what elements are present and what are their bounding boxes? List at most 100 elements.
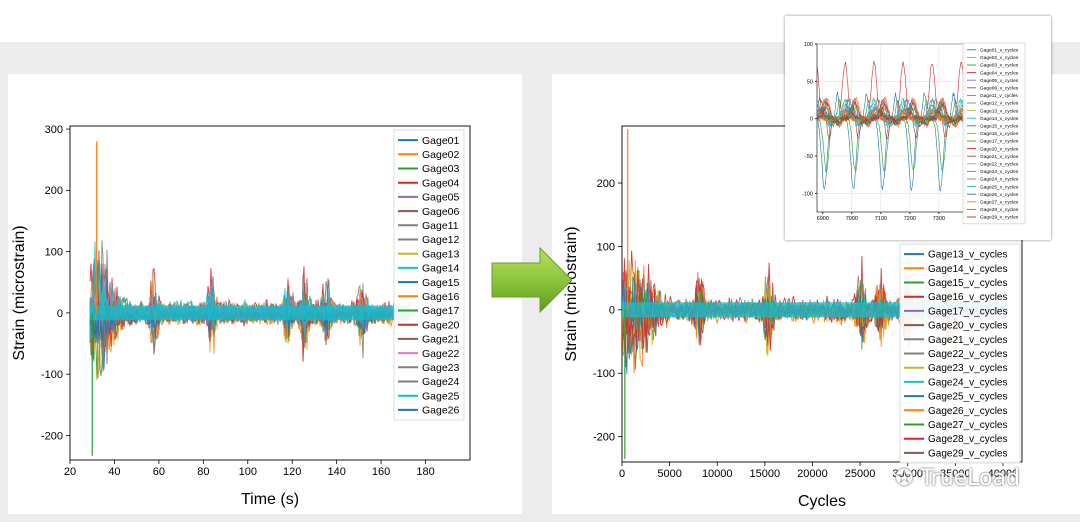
y-tick-label: 300 bbox=[45, 124, 63, 136]
legend-entry: Gage05 bbox=[422, 192, 460, 204]
x-tick-label: 20000 bbox=[797, 468, 828, 480]
y-tick-label: 0 bbox=[57, 308, 63, 320]
legend-entry: Gage29_v_cycles bbox=[928, 448, 1008, 459]
series-group bbox=[89, 141, 411, 456]
legend-entry: Gage17 bbox=[422, 305, 460, 317]
y-tick-label: 0 bbox=[609, 305, 615, 317]
legend-entry: Gage23_v_cycles bbox=[980, 169, 1019, 175]
x-tick-label: 60 bbox=[153, 466, 165, 478]
series-group bbox=[817, 61, 965, 192]
y-tick-label: -200 bbox=[41, 430, 63, 442]
series-line-23 bbox=[817, 101, 965, 127]
y-tick-label: 100 bbox=[45, 246, 63, 258]
legend-entry: Gage21_v_cycles bbox=[980, 154, 1019, 160]
y-tick-label: 0 bbox=[810, 117, 813, 123]
y-axis-title: Strain (microstrain) bbox=[11, 225, 28, 360]
plot-frame bbox=[816, 43, 966, 213]
y-tick-label: -100 bbox=[593, 368, 615, 380]
x-tick-label: 10000 bbox=[702, 468, 733, 480]
legend-entry: Gage25 bbox=[422, 390, 460, 402]
y-tick-label: 100 bbox=[804, 42, 813, 48]
x-tick-label: 7200 bbox=[904, 216, 916, 222]
legend-entry: Gage27_v_cycles bbox=[928, 420, 1008, 431]
y-tick-label: -200 bbox=[593, 431, 615, 443]
legend-entry: Gage12_v_cycles bbox=[980, 101, 1019, 107]
x-tick-label: 160 bbox=[372, 466, 390, 478]
legend-entry: Gage16_v_cycles bbox=[980, 131, 1019, 137]
legend-entry: Gage17_v_cycles bbox=[928, 306, 1008, 317]
legend-entry: Gage13_v_cycles bbox=[980, 108, 1019, 114]
trueload-watermark: ✪ TrueLoad bbox=[895, 466, 1020, 491]
legend-entry: Gage23_v_cycles bbox=[928, 363, 1008, 374]
x-axis-title: Time (s) bbox=[241, 491, 299, 508]
x-tick-label: 140 bbox=[327, 466, 345, 478]
legend-entry: Gage20 bbox=[422, 319, 460, 331]
x-tick-label: 7300 bbox=[933, 216, 945, 222]
legend-entry: Gage20_v_cycles bbox=[980, 146, 1019, 152]
watermark-label: TrueLoad bbox=[920, 466, 1020, 491]
zoomed-inset-chart: 6900 7000 7100 7200 7300 -100 -50 0 50 100 Gage01_… bbox=[802, 42, 1026, 225]
legend-entry: Gage01_v_cycles bbox=[980, 47, 1019, 53]
legend-entry: Gage21_v_cycles bbox=[928, 335, 1008, 346]
legend-entry: Gage26_v_cycles bbox=[928, 406, 1008, 417]
legend-entry: Gage26 bbox=[422, 405, 460, 417]
y-axis-title: Strain (microstrain) bbox=[563, 226, 580, 361]
legend-entry: Gage25_v_cycles bbox=[928, 392, 1008, 403]
legend-entry: Gage06_v_cycles bbox=[980, 85, 1019, 91]
y-tick-label: 200 bbox=[45, 185, 63, 197]
x-tick-label: 180 bbox=[416, 466, 434, 478]
y-tick-label: 200 bbox=[597, 178, 615, 190]
x-tick-label: 6900 bbox=[817, 216, 829, 222]
wechat-icon: ✪ bbox=[895, 466, 914, 491]
legend-entry: Gage28_v_cycles bbox=[980, 207, 1019, 213]
legend-entry: Gage22 bbox=[422, 348, 460, 360]
zoomed-inset-chart-panel: 6900 7000 7100 7200 7300 -100 -50 0 50 100 Gage01_… bbox=[785, 16, 1051, 240]
x-tick-label: 7000 bbox=[846, 216, 858, 222]
legend-entry: Gage02_v_cycles bbox=[980, 55, 1019, 61]
legend-entry: Gage15 bbox=[422, 277, 460, 289]
x-tick-label: 5000 bbox=[657, 468, 681, 480]
legend-entry: Gage04_v_cycles bbox=[980, 70, 1019, 76]
time-domain-chart-panel: 20 40 60 80 100 120 140 160 180 -200 -100 0 100 200 30… bbox=[8, 74, 522, 514]
y-tick-label: 50 bbox=[807, 79, 813, 85]
legend-entry: Gage16 bbox=[422, 291, 460, 303]
legend-box bbox=[393, 129, 465, 421]
legend-entry: Gage17_v_cycles bbox=[980, 139, 1019, 145]
x-tick-label: 0 bbox=[619, 468, 625, 480]
legend-entry: Gage14_v_cycles bbox=[928, 264, 1008, 275]
x-tick-label: 25000 bbox=[845, 468, 876, 480]
legend-entry: Gage24_v_cycles bbox=[928, 377, 1008, 388]
x-tick-label: 40000 bbox=[988, 468, 1019, 480]
legend-entry: Gage20_v_cycles bbox=[928, 321, 1008, 332]
x-tick-label: 20 bbox=[64, 466, 76, 478]
legend-entry: Gage28_v_cycles bbox=[928, 434, 1008, 445]
legend-entry: Gage26_v_cycles bbox=[980, 192, 1019, 198]
legend-entry: Gage06 bbox=[422, 206, 460, 218]
x-tick-label: 30000 bbox=[892, 468, 923, 480]
x-tick-label: 80 bbox=[197, 466, 209, 478]
legend-entry: Gage13_v_cycles bbox=[928, 250, 1008, 261]
legend-entry: Gage24 bbox=[422, 376, 460, 388]
y-tick-label: -100 bbox=[41, 369, 63, 381]
legend-entry: Gage23 bbox=[422, 362, 460, 374]
legend-entry: Gage14 bbox=[422, 263, 460, 275]
x-tick-label: 15000 bbox=[750, 468, 781, 480]
y-tick-label: -100 bbox=[802, 191, 813, 197]
legend-entry: Gage03_v_cycles bbox=[980, 63, 1019, 69]
x-tick-label: 40 bbox=[108, 466, 120, 478]
x-axis-title: Cycles bbox=[798, 493, 846, 510]
x-tick-label: 7100 bbox=[875, 216, 887, 222]
dense-band bbox=[90, 305, 410, 321]
legend-entry: Gage25_v_cycles bbox=[980, 184, 1019, 190]
legend-entry: Gage21 bbox=[422, 334, 460, 346]
legend-entry: Gage16_v_cycles bbox=[928, 292, 1008, 303]
legend-entry: Gage12 bbox=[422, 234, 460, 246]
y-tick-label: -50 bbox=[805, 154, 813, 160]
legend-entry: Gage13 bbox=[422, 248, 460, 260]
legend-entry: Gage03 bbox=[422, 163, 460, 175]
arrow-right-icon bbox=[490, 246, 574, 314]
y-tick-label: 100 bbox=[597, 241, 615, 253]
legend-entry: Gage11 bbox=[422, 220, 459, 232]
legend-entry: Gage22_v_cycles bbox=[928, 349, 1008, 360]
legend-entry: Gage11_v_cycles bbox=[980, 93, 1018, 99]
